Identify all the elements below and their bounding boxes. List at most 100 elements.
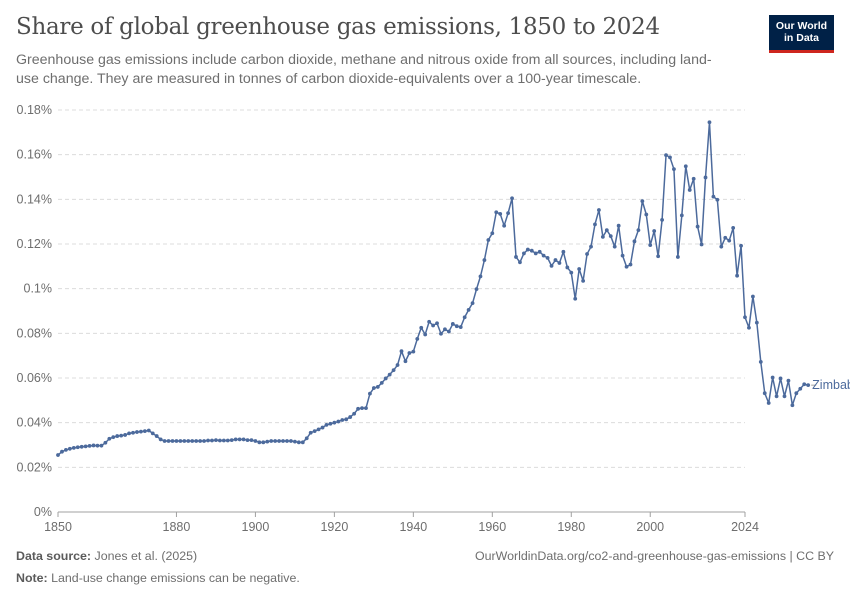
data-point[interactable] (257, 440, 262, 445)
data-point[interactable] (608, 234, 613, 239)
data-point[interactable] (470, 301, 475, 306)
data-point[interactable] (648, 243, 653, 248)
data-point[interactable] (762, 391, 767, 396)
data-point[interactable] (83, 444, 88, 449)
data-point[interactable] (150, 431, 155, 436)
data-point[interactable] (375, 385, 380, 389)
data-point[interactable] (593, 222, 597, 227)
data-point[interactable] (391, 368, 396, 373)
data-point[interactable] (458, 325, 463, 329)
data-point[interactable] (399, 349, 404, 354)
data-point[interactable] (431, 323, 435, 328)
data-point[interactable] (478, 274, 483, 279)
data-point[interactable] (751, 294, 755, 299)
data-point[interactable] (632, 239, 637, 244)
data-point[interactable] (525, 247, 530, 252)
data-point[interactable] (786, 378, 791, 383)
source-link[interactable]: Jones et al. (2025) (94, 549, 198, 563)
data-point[interactable] (277, 439, 281, 443)
data-point[interactable] (533, 251, 538, 256)
data-point[interactable] (427, 319, 432, 324)
data-point[interactable] (672, 167, 676, 172)
data-point[interactable] (522, 251, 526, 256)
data-point[interactable] (348, 415, 353, 419)
data-point[interactable] (782, 394, 787, 399)
data-point[interactable] (743, 315, 747, 320)
data-point[interactable] (407, 351, 412, 355)
data-point[interactable] (162, 439, 167, 443)
data-point[interactable] (502, 223, 507, 228)
data-point[interactable] (56, 453, 60, 457)
data-point[interactable] (549, 263, 554, 268)
data-point[interactable] (454, 324, 459, 329)
data-point[interactable] (735, 273, 739, 278)
data-point[interactable] (494, 210, 499, 215)
data-point[interactable] (324, 423, 329, 427)
data-point[interactable] (166, 439, 171, 443)
data-point[interactable] (790, 403, 795, 408)
data-point[interactable] (103, 440, 108, 445)
data-point[interactable] (715, 197, 720, 202)
data-point[interactable] (668, 155, 672, 160)
data-point[interactable] (589, 244, 593, 249)
data-point[interactable] (727, 238, 732, 243)
data-point[interactable] (245, 438, 250, 442)
data-point[interactable] (758, 360, 763, 364)
data-point[interactable] (719, 244, 724, 249)
data-point[interactable] (285, 439, 289, 443)
data-point[interactable] (612, 244, 617, 249)
data-point[interactable] (67, 446, 72, 451)
owid-logo[interactable]: Our World in Data (769, 15, 834, 53)
data-point[interactable] (604, 228, 609, 233)
data-point[interactable] (75, 445, 80, 450)
data-point[interactable] (336, 419, 341, 424)
data-point[interactable] (360, 406, 364, 411)
data-point[interactable] (328, 421, 333, 426)
data-point[interactable] (802, 382, 807, 387)
data-point[interactable] (139, 429, 143, 434)
data-point[interactable] (675, 255, 680, 259)
data-point[interactable] (652, 229, 657, 233)
data-point[interactable] (597, 208, 601, 212)
data-point[interactable] (691, 176, 696, 181)
data-point[interactable] (71, 446, 76, 450)
data-point[interactable] (545, 255, 550, 260)
data-point[interactable] (486, 238, 491, 242)
data-point[interactable] (529, 248, 534, 253)
data-point[interactable] (273, 439, 278, 443)
chart-url[interactable]: OurWorldinData.org/co2-and-greenhouse-ga… (474, 549, 834, 563)
data-point[interactable] (474, 287, 479, 292)
data-point[interactable] (731, 226, 736, 230)
data-point[interactable] (131, 430, 135, 435)
data-point[interactable] (281, 439, 285, 443)
data-point[interactable] (91, 443, 96, 448)
data-point[interactable] (541, 253, 546, 258)
data-point[interactable] (87, 443, 92, 448)
data-point[interactable] (687, 188, 692, 192)
data-point[interactable] (699, 242, 704, 247)
data-point[interactable] (553, 258, 558, 262)
data-point[interactable] (214, 438, 218, 442)
data-point[interactable] (111, 435, 116, 440)
data-point[interactable] (289, 439, 293, 443)
data-point[interactable] (443, 327, 447, 332)
data-point[interactable] (383, 376, 388, 381)
data-point[interactable] (308, 430, 313, 435)
data-point[interactable] (170, 439, 175, 443)
data-point[interactable] (64, 448, 68, 452)
data-point[interactable] (261, 440, 266, 445)
data-point[interactable] (679, 213, 684, 218)
data-point[interactable] (194, 439, 199, 443)
data-point[interactable] (387, 372, 392, 377)
data-point[interactable] (403, 359, 408, 364)
data-point[interactable] (158, 437, 163, 442)
data-point[interactable] (747, 325, 751, 330)
data-point[interactable] (585, 252, 589, 256)
data-point[interactable] (135, 430, 139, 434)
data-point[interactable] (368, 391, 372, 396)
data-point[interactable] (644, 212, 649, 217)
data-point[interactable] (249, 438, 254, 442)
data-point[interactable] (510, 196, 514, 201)
data-point[interactable] (446, 329, 451, 334)
data-point[interactable] (656, 254, 661, 259)
